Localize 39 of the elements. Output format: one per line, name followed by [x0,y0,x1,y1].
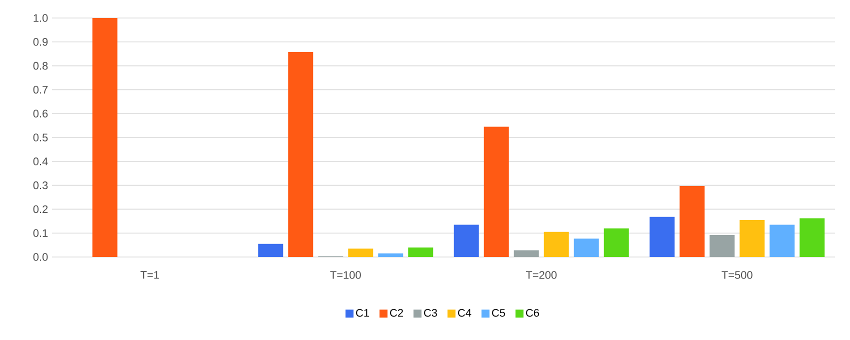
x-tick-label: T=100 [330,271,361,279]
bar [378,253,404,257]
bar [408,247,434,257]
y-tick-label: 0.9 [33,38,48,46]
bar [604,228,629,257]
y-tick-label: 0.3 [33,181,48,190]
bar [574,238,599,257]
y-tick-label: 0.4 [33,158,48,166]
legend-label: C3 [424,308,438,317]
x-tick-label: T=1 [140,271,159,279]
bar [514,250,539,257]
y-tick-label: 0.5 [33,134,48,142]
y-tick-label: 0.1 [33,229,48,237]
y-tick-label: 0.7 [33,86,48,94]
bar [544,232,569,257]
bar [258,244,284,257]
bar [484,126,509,257]
bar [710,235,735,257]
legend-label: C2 [390,308,403,317]
bar [288,52,314,257]
y-tick-label: 0.0 [33,253,48,261]
y-tick-label: 0.2 [33,205,48,214]
bar [348,248,374,257]
y-tick-label: 1.0 [34,14,48,22]
bar [770,224,795,257]
y-tick-label: 0.8 [33,62,48,70]
bar [740,220,765,257]
bar [680,186,705,257]
bar [800,218,825,257]
bar [454,224,479,257]
legend-label: C6 [526,308,540,317]
bar [650,216,675,257]
bar [92,18,118,257]
y-tick-label: 0.6 [33,110,48,118]
legend-label: C5 [492,308,506,317]
x-tick-label: T=500 [722,271,752,279]
legend-label: C1 [356,308,369,317]
legend-label: C4 [458,308,472,317]
x-tick-label: T=200 [526,271,557,279]
